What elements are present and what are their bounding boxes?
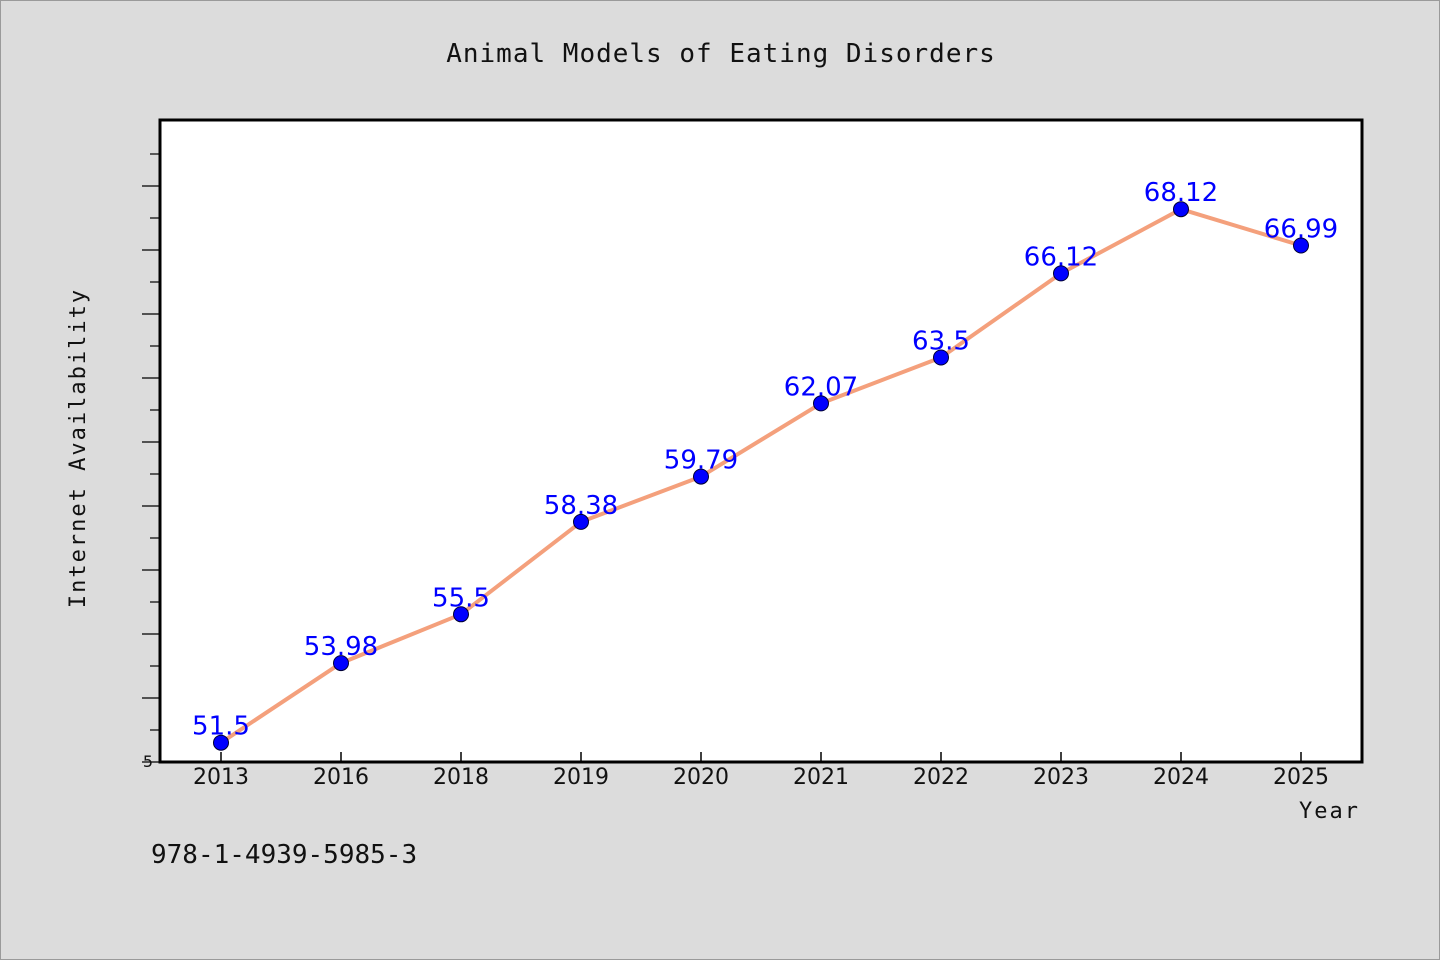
x-tick-label: 2023 [1033,765,1089,790]
data-labels: 51.5 53.98 55.5 58.38 59.79 62.07 63.5 66.12 68.… [192,178,1338,742]
x-tick-label: 2020 [673,765,729,790]
data-point [453,606,469,623]
footer-isbn: 978-1-4939-5985-3 [151,840,417,870]
data-point [1293,237,1309,254]
data-label: 55.5 [432,583,490,613]
data-point [333,655,349,672]
x-tick-label: 2018 [433,765,489,790]
data-label: 66.99 [1264,215,1338,245]
x-tick-label: 2025 [1273,765,1329,790]
x-axis-title: Year [1299,799,1360,824]
data-point [693,468,709,485]
x-tick-label: 2024 [1153,765,1209,790]
x-axis-tick-labels: 2013 2016 2018 2019 2020 2021 2022 2023 2024 2025 [193,765,1329,790]
x-tick-label: 2022 [913,765,969,790]
data-label: 66.12 [1024,242,1098,272]
data-point [1173,201,1189,218]
y-axis-title: Internet Availability [66,288,91,608]
chart-title: Animal Models of Eating Disorders [446,39,996,69]
data-label: 59.79 [664,446,738,476]
data-label: 53.98 [304,632,378,662]
data-label: 58.38 [544,491,618,521]
x-tick-label: 2016 [313,765,369,790]
data-point [213,734,229,751]
data-label: 68.12 [1144,178,1218,208]
y-axis-ticks [142,153,160,763]
y-tick-label: 5 [143,752,153,771]
series-line [219,207,1302,745]
data-label: 63.5 [912,327,970,357]
data-label: 62.07 [784,372,858,402]
data-point [573,513,589,530]
data-point [1053,265,1069,282]
x-tick-label: 2021 [793,765,849,790]
data-label: 51.5 [192,712,250,742]
x-tick-label: 2013 [193,765,249,790]
x-axis-ticks [220,752,1302,762]
data-point [933,349,949,366]
series-markers [213,201,1309,751]
x-tick-label: 2019 [553,765,609,790]
data-point [813,395,829,412]
